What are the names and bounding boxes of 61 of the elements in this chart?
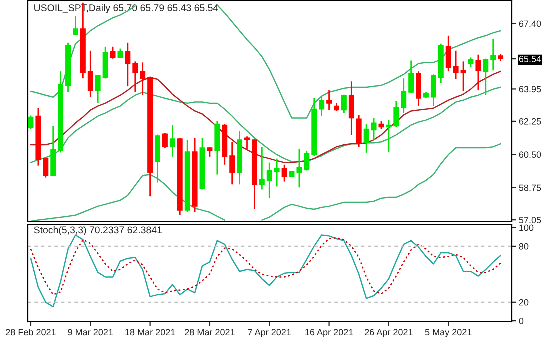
candlestick xyxy=(341,94,347,114)
candlestick xyxy=(394,100,400,128)
y-tick-label: 62.25 xyxy=(519,118,542,125)
y-tick-label: 57.05 xyxy=(519,217,542,224)
candlestick xyxy=(118,48,124,59)
candlestick xyxy=(266,162,272,200)
candlestick xyxy=(356,114,362,148)
candlestick xyxy=(371,118,377,141)
y-tick-label: 58.75 xyxy=(519,184,542,192)
x-tick-label: 18 Mar 2021 xyxy=(126,329,176,336)
candlestick xyxy=(296,148,302,188)
candlestick xyxy=(304,150,310,172)
candlestick xyxy=(274,158,280,188)
candlestick xyxy=(244,136,250,150)
chart-title: Stoch(5,3,3) 70.2337 62.3841 xyxy=(34,226,162,236)
candlestick xyxy=(282,164,288,182)
candlestick xyxy=(476,54,482,92)
candlestick xyxy=(490,38,496,72)
candlestick xyxy=(453,50,459,80)
y-tick-label: 0 xyxy=(519,318,524,324)
candlestick xyxy=(408,60,414,94)
line-series xyxy=(30,234,502,308)
x-tick-label: 28 Mar 2021 xyxy=(185,329,235,336)
candlestick xyxy=(72,15,78,36)
candlestick xyxy=(28,115,34,130)
candlestick xyxy=(95,74,101,104)
candlestick xyxy=(140,62,146,96)
candlestick xyxy=(207,146,213,158)
candlestick xyxy=(170,124,176,158)
y-tick-label: 65.54 xyxy=(519,56,542,62)
candlestick xyxy=(319,96,325,118)
candlestick xyxy=(460,61,466,92)
candlestick xyxy=(110,46,116,60)
x-tick-label: 7 Apr 2021 xyxy=(248,329,292,337)
candlestick xyxy=(446,35,452,72)
candlestick xyxy=(125,42,131,88)
x-tick-label: 5 May 2021 xyxy=(425,329,472,337)
y-tick-label: 60.50 xyxy=(519,152,542,158)
candlestick xyxy=(326,90,332,111)
candlestick xyxy=(132,61,138,94)
candlestick xyxy=(88,50,94,98)
candlestick xyxy=(483,58,489,96)
y-tick-label: 63.95 xyxy=(519,86,542,93)
x-tick-label: 9 Mar 2021 xyxy=(68,329,114,336)
candlestick xyxy=(401,78,407,114)
y-tick-label: 80 xyxy=(519,243,529,250)
candlestick xyxy=(43,158,49,178)
candlestick xyxy=(162,132,168,149)
candlestick xyxy=(364,124,370,154)
candlestick xyxy=(259,146,265,190)
x-tick-label: 26 Apr 2021 xyxy=(365,329,413,337)
candlestick xyxy=(386,120,392,153)
y-tick-label: 20 xyxy=(519,299,529,306)
candlestick xyxy=(430,74,436,107)
y-tick-label: 100 xyxy=(520,224,534,232)
candlestick xyxy=(348,80,354,136)
x-tick-label: 28 Feb 2021 xyxy=(6,328,56,336)
x-tick-label: 16 Apr 2021 xyxy=(306,329,354,337)
y-tick-label: 67.40 xyxy=(519,20,542,28)
line-series xyxy=(30,237,502,296)
candlestick xyxy=(230,141,236,186)
